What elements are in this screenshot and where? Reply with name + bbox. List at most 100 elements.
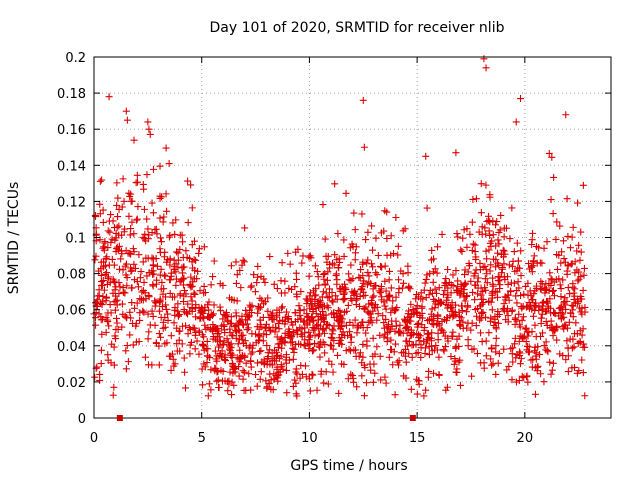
data-point: [344, 301, 352, 309]
data-point: [571, 330, 579, 338]
data-point: [428, 347, 436, 355]
data-point: [211, 347, 219, 355]
data-point: [495, 240, 503, 248]
data-point: [270, 375, 278, 383]
data-point: [407, 385, 415, 393]
data-point: [162, 190, 170, 198]
data-point: [284, 249, 292, 257]
data-point: [91, 373, 99, 381]
data-point: [240, 339, 248, 347]
data-point: [323, 276, 331, 284]
data-point: [530, 290, 538, 298]
data-point: [303, 312, 311, 320]
data-point: [202, 345, 210, 353]
data-point: [515, 310, 523, 318]
data-point: [569, 280, 577, 288]
data-point: [457, 246, 465, 254]
data-point: [110, 261, 118, 269]
y-tick-label: 0.08: [57, 268, 86, 283]
data-point: [423, 337, 431, 345]
data-point: [336, 322, 344, 330]
data-point: [170, 319, 178, 327]
data-point: [277, 361, 285, 369]
data-point: [421, 349, 429, 357]
axis-markers: [116, 415, 416, 421]
y-tick-label: 0.02: [57, 376, 86, 391]
data-point: [329, 298, 337, 306]
data-point: [559, 306, 567, 314]
data-point: [472, 266, 480, 274]
data-point: [358, 318, 366, 326]
data-point: [192, 313, 200, 321]
data-point: [463, 243, 471, 251]
data-point: [278, 340, 286, 348]
data-point: [334, 306, 342, 314]
data-point: [522, 324, 530, 332]
data-point: [376, 289, 384, 297]
data-point: [126, 192, 134, 200]
data-point: [352, 346, 360, 354]
data-point: [407, 300, 415, 308]
data-point: [148, 307, 156, 315]
data-point: [255, 331, 263, 339]
data-point: [524, 332, 532, 340]
data-point: [377, 229, 385, 237]
data-point: [421, 279, 429, 287]
data-point: [311, 331, 319, 339]
data-point: [404, 342, 412, 350]
data-point: [467, 326, 475, 334]
data-point: [494, 259, 502, 267]
data-point: [213, 377, 221, 385]
data-point: [298, 259, 306, 267]
data-point: [269, 309, 277, 317]
data-point: [296, 374, 304, 382]
data-point: [313, 268, 321, 276]
data-point: [186, 326, 194, 334]
data-point: [578, 304, 586, 312]
data-point: [176, 278, 184, 286]
data-point: [556, 350, 564, 358]
data-point: [328, 259, 336, 267]
data-point: [363, 337, 371, 345]
data-point: [486, 267, 494, 275]
data-point: [225, 380, 233, 388]
data-point: [465, 259, 473, 267]
data-point: [417, 353, 425, 361]
data-point: [414, 319, 422, 327]
data-point: [546, 269, 554, 277]
data-point: [174, 300, 182, 308]
data-point: [380, 298, 388, 306]
data-point: [369, 246, 377, 254]
data-point: [485, 212, 493, 220]
data-point: [482, 352, 490, 360]
data-point: [394, 242, 402, 250]
data-point: [275, 325, 283, 333]
data-point: [218, 322, 226, 330]
data-point: [108, 340, 116, 348]
data-point: [108, 255, 116, 263]
data-point: [575, 241, 583, 249]
data-point: [566, 290, 574, 298]
data-point: [113, 201, 121, 209]
data-point: [496, 281, 504, 289]
data-point: [580, 340, 588, 348]
data-point: [468, 218, 476, 226]
data-point: [489, 360, 497, 368]
data-point: [333, 295, 341, 303]
data-point: [103, 316, 111, 324]
data-point: [564, 284, 572, 292]
data-point: [136, 274, 144, 282]
data-point: [514, 264, 522, 272]
data-point: [293, 275, 301, 283]
data-point: [536, 285, 544, 293]
data-point: [383, 234, 391, 242]
data-point: [508, 204, 516, 212]
data-point: [210, 257, 218, 265]
data-point: [526, 287, 534, 295]
data-point: [452, 149, 460, 157]
data-point: [369, 378, 377, 386]
data-point: [392, 322, 400, 330]
data-point: [161, 340, 169, 348]
data-point: [195, 328, 203, 336]
data-point: [355, 273, 363, 281]
